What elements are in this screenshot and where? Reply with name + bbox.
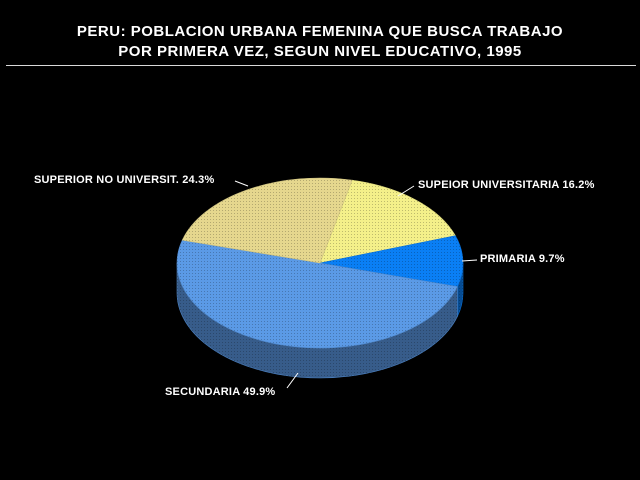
title-divider — [6, 65, 636, 66]
slice-label-secundaria: SECUNDARIA 49.9% — [165, 386, 275, 398]
chart-title-line-2: POR PRIMERA VEZ, SEGUN NIVEL EDUCATIVO, … — [118, 43, 522, 60]
chart-title: PERU: POBLACION URBANA FEMENINA QUE BUSC… — [0, 22, 640, 62]
pie-top — [176, 177, 464, 349]
slice-label-supeior-universitaria: SUPEIOR UNIVERSITARIA 16.2% — [418, 179, 595, 191]
slice-label-superior-no-universit: SUPERIOR NO UNIVERSIT. 24.3% — [34, 174, 214, 186]
chart-title-line-1: PERU: POBLACION URBANA FEMENINA QUE BUSC… — [76, 23, 564, 40]
slice-texture-superior-no-universit — [182, 178, 353, 263]
slice-label-primaria: PRIMARIA 9.7% — [480, 253, 565, 265]
pie-labels: SUPEIOR UNIVERSITARIA 16.2% PRIMARIA 9.7%… — [34, 174, 595, 398]
slice-side-texture-primaria — [457, 263, 463, 317]
slice-side-texture-secundaria — [177, 263, 458, 378]
leader-line-secundaria — [286, 372, 299, 389]
pie-leaders — [234, 180, 478, 389]
slice-texture-primaria — [320, 235, 463, 287]
leader-line-superior-no-universit — [234, 180, 249, 187]
leader-line-supeior-universitaria — [397, 185, 415, 197]
leader-line-primaria — [461, 259, 478, 262]
slice-texture-secundaria — [177, 240, 458, 348]
